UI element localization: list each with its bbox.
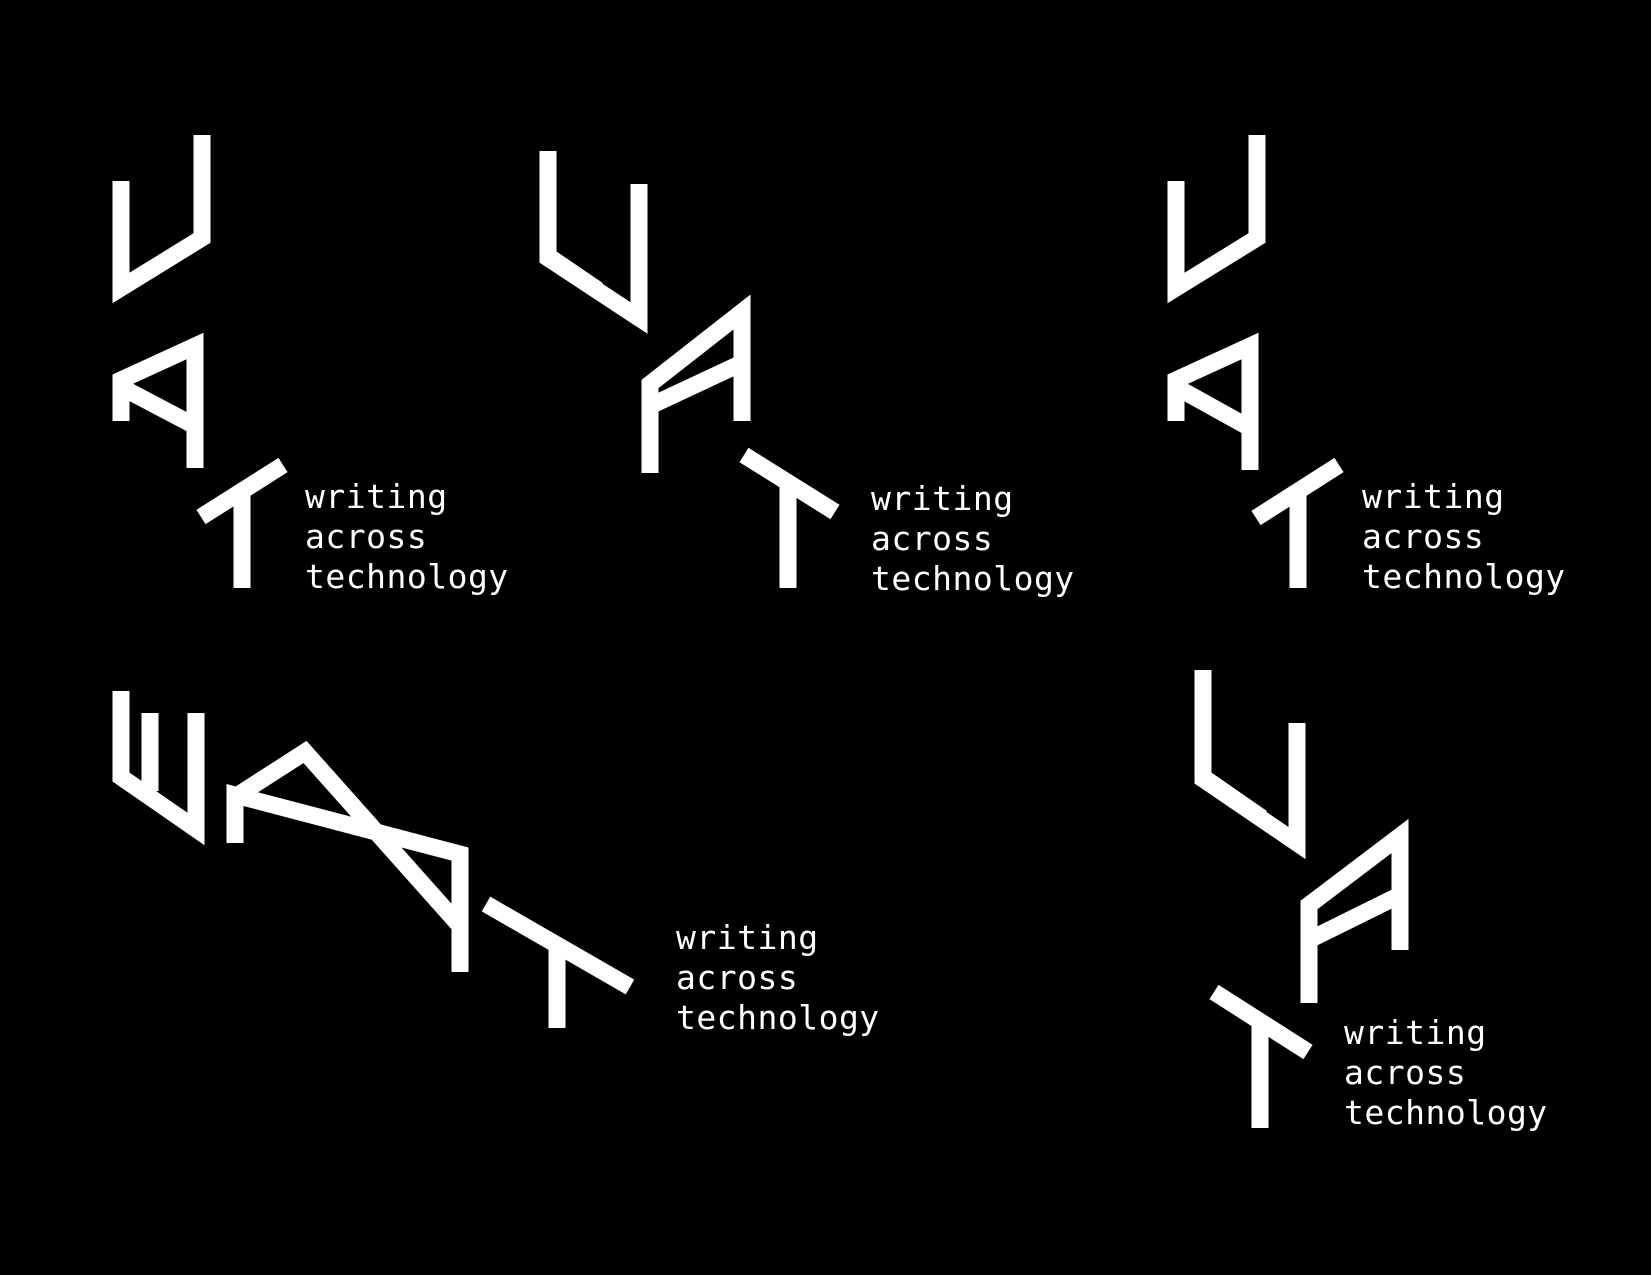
wordmark-line-writing: writing — [305, 477, 448, 516]
letter-a-5 — [1300, 818, 1409, 1003]
wordmark-line-technology: technology — [676, 998, 880, 1037]
letter-a-bar-1 — [117, 379, 199, 434]
wordmark-5: writing across technology — [1344, 1013, 1548, 1133]
wordmark-line-writing: writing — [1362, 477, 1505, 516]
letter-w-3 — [1167, 135, 1266, 304]
letter-a-bar-5 — [1305, 887, 1404, 948]
wordmark-line-writing: writing — [871, 479, 1014, 518]
letter-a-bar-2 — [646, 355, 746, 414]
letter-a-3 — [1167, 332, 1259, 470]
letter-a-bar-4 — [230, 740, 467, 932]
wordmark-1: writing across technology — [305, 477, 509, 597]
wordmark-line-across: across — [871, 519, 994, 558]
wordmark-line-across: across — [1344, 1053, 1467, 1092]
wordmark-line-writing: writing — [1344, 1013, 1487, 1052]
letter-w-1 — [112, 135, 211, 304]
wordmark-line-technology: technology — [1362, 557, 1566, 596]
wordmark-line-writing: writing — [676, 918, 819, 957]
letter-w-mid-5 — [1198, 770, 1267, 825]
letter-a-4 — [226, 783, 469, 972]
letter-a-bar-3 — [1171, 379, 1255, 436]
wordmark-2: writing across technology — [871, 479, 1075, 599]
letter-a-1 — [112, 332, 204, 468]
wordmark-3: writing across technology — [1362, 477, 1566, 597]
letter-w-4 — [112, 691, 205, 846]
wordmark-line-technology: technology — [305, 557, 509, 596]
letter-w-mid-2 — [543, 248, 603, 298]
wordmark-4: writing across technology — [676, 918, 880, 1038]
wordmark-line-technology: technology — [871, 559, 1075, 598]
wordmark-line-technology: technology — [1344, 1093, 1548, 1132]
wordmark-line-across: across — [305, 517, 428, 556]
wordmark-line-across: across — [676, 958, 799, 997]
wordmark-line-across: across — [1362, 517, 1485, 556]
